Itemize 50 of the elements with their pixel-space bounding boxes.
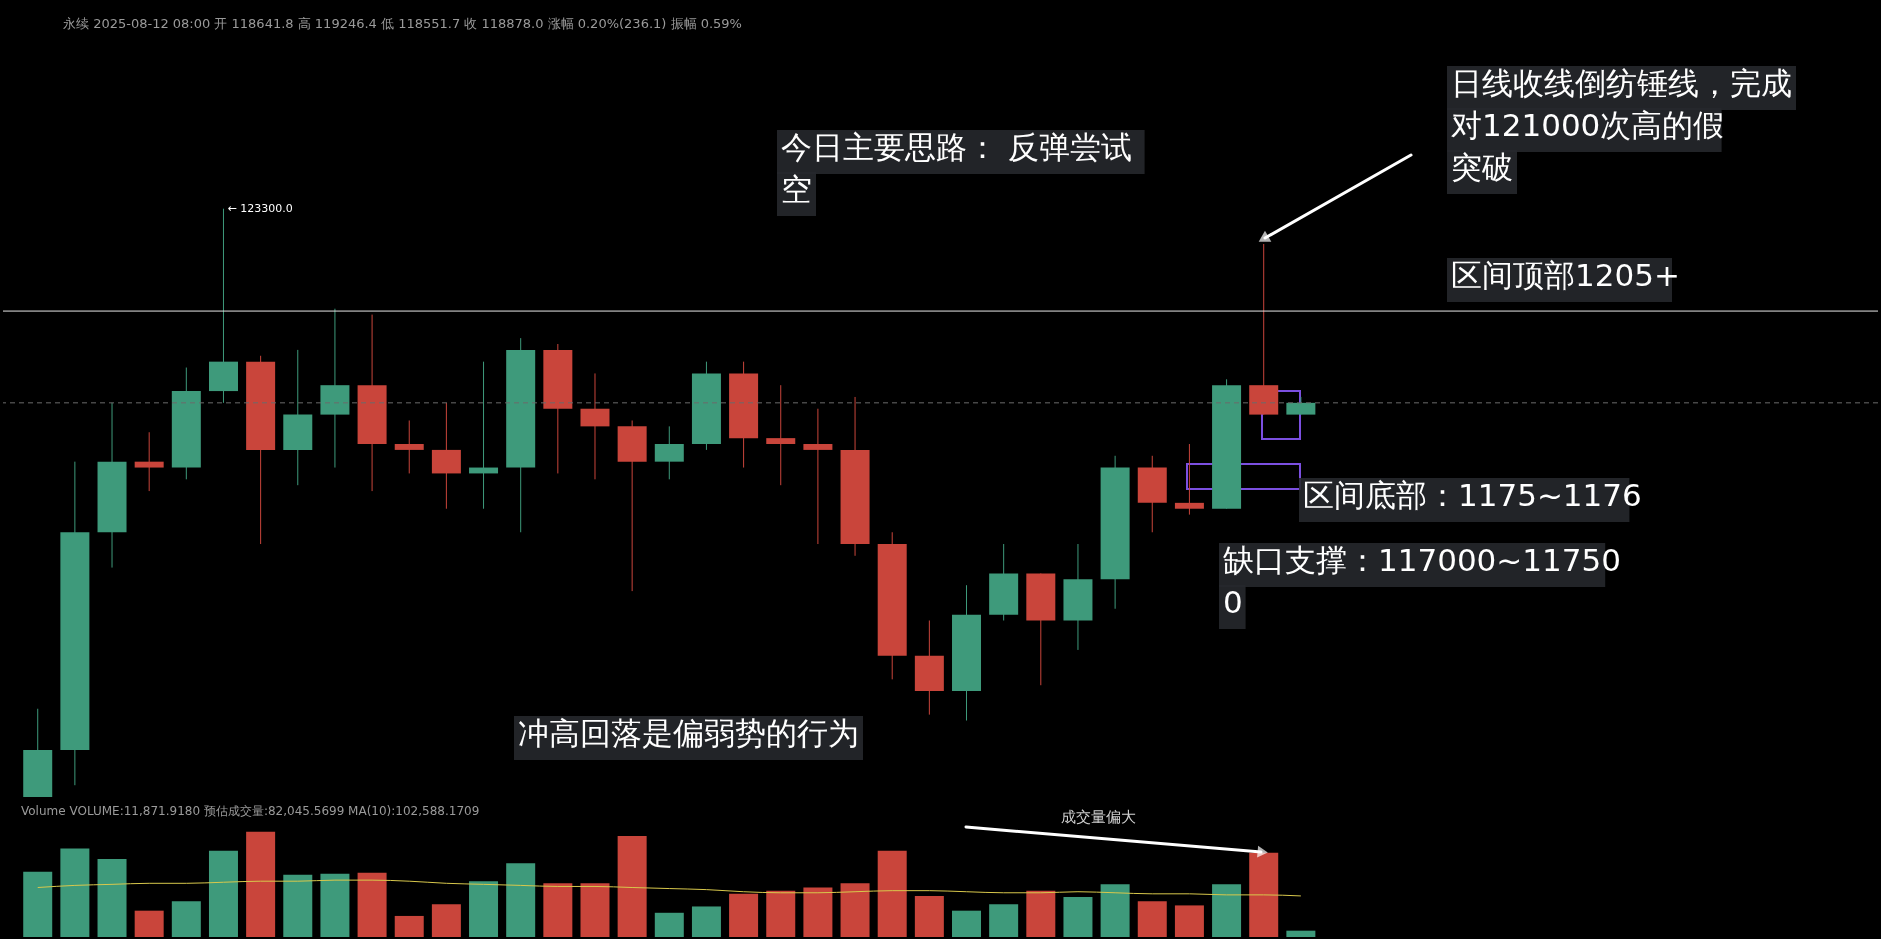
bar bbox=[989, 904, 1019, 937]
bar bbox=[691, 906, 721, 937]
bar bbox=[654, 912, 684, 937]
candlestick bbox=[394, 419, 424, 474]
bar bbox=[952, 910, 982, 937]
text: 区间顶部1205+ bbox=[1451, 257, 1680, 293]
text: 永续 2025-08-12 08:00 开 118641.8 高 119246.4 低 118551.7 收 118878.0 涨幅 0.20%(236.1) 振幅 0.59% bbox=[63, 16, 742, 31]
bar bbox=[543, 883, 573, 937]
bar bbox=[60, 848, 90, 937]
bar bbox=[431, 904, 461, 937]
candlestick bbox=[1174, 443, 1204, 516]
bar bbox=[97, 859, 127, 937]
bar bbox=[580, 883, 610, 937]
bar bbox=[283, 874, 313, 937]
bar bbox=[1063, 896, 1093, 937]
annotation: ← 123300.0 bbox=[227, 201, 293, 215]
bar bbox=[1212, 884, 1242, 937]
bar bbox=[23, 871, 53, 937]
bar bbox=[394, 915, 424, 937]
bar bbox=[617, 835, 647, 937]
bar bbox=[1137, 901, 1167, 937]
text: 日线收线倒纺锤线，完成对121000次高的假突破 bbox=[1451, 65, 1792, 185]
bar bbox=[729, 893, 759, 937]
bar bbox=[506, 863, 536, 937]
bar bbox=[134, 910, 164, 937]
annotation: 缺口支撑：117000~117500 bbox=[1223, 542, 1621, 620]
bar bbox=[803, 887, 833, 937]
bar bbox=[1249, 852, 1279, 937]
bar bbox=[320, 873, 350, 937]
bar bbox=[766, 890, 796, 937]
bar bbox=[208, 850, 238, 937]
candlestick bbox=[134, 431, 164, 492]
candlestick bbox=[803, 408, 833, 545]
bar bbox=[914, 895, 944, 937]
bar bbox=[469, 881, 499, 937]
annotation: 区间底部：1175~1176 bbox=[1303, 477, 1642, 513]
text: 今日主要思路： 反弹尝试空 bbox=[781, 129, 1132, 207]
bar bbox=[1100, 884, 1130, 937]
bar bbox=[357, 872, 387, 937]
bar bbox=[171, 901, 201, 937]
bar bbox=[840, 883, 870, 937]
candlestick bbox=[766, 384, 796, 486]
bar bbox=[1174, 905, 1204, 937]
text: Volume VOLUME:11,871.9180 预估成交量:82,045.5699 MA(10):102,588.1709 bbox=[21, 804, 480, 818]
bar bbox=[246, 831, 276, 937]
bar bbox=[1026, 890, 1056, 937]
text: 成交量偏大 bbox=[1061, 808, 1136, 826]
bar bbox=[1286, 930, 1316, 937]
annotation: 冲高回落是偏弱势的行为 bbox=[518, 715, 859, 751]
bar bbox=[877, 850, 907, 937]
